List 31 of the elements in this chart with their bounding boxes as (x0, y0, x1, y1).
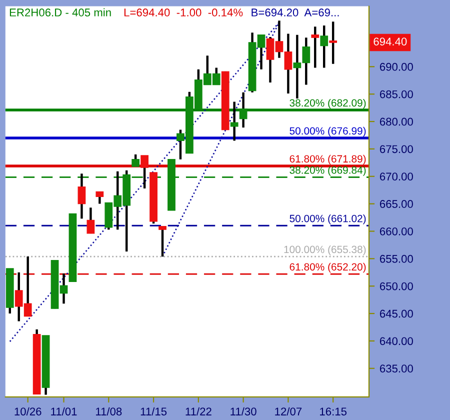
x-tick-label: 12/07 (275, 407, 302, 416)
ref-line-label: 61.80% (652.20) (290, 262, 366, 273)
ref-line-label: 100.00% (655.38) (284, 245, 366, 256)
ref-line-label: 50.00% (661.02) (290, 214, 366, 224)
y-tick-label: 645.00 (380, 310, 413, 318)
ref-line-label: 38.20% (669.84) (290, 166, 366, 176)
chart-subtitle: L=694.40 -1.00 -0.14% (124, 8, 243, 16)
x-tick-label: 11/30 (230, 407, 256, 416)
x-tick-label: 10/26 (14, 407, 42, 416)
text: 694.40 (374, 38, 407, 46)
y-tick-label: 655.00 (380, 254, 413, 263)
annotation: B=694.20 A=69... (252, 8, 339, 16)
y-tick-label: 640.00 (380, 337, 413, 346)
x-tick-label: 16:15 (320, 408, 347, 416)
y-tick-label: 660.00 (380, 227, 413, 236)
ref-line-label: 38.20% (682.09) (290, 98, 366, 109)
y-tick-label: 665.00 (380, 200, 413, 208)
y-tick-label: 685.00 (380, 90, 413, 98)
y-tick-label: 690.00 (380, 62, 413, 71)
x-tick-label: 11/22 (186, 407, 212, 416)
x-tick-label: 11/15 (140, 407, 167, 416)
chart-title: ER2H06.D - 405 min (10, 8, 111, 16)
y-tick-label: 650.00 (380, 282, 413, 290)
ref-line-label: 61.80% (671.89) (290, 154, 366, 165)
y-tick-label: 680.00 (380, 118, 413, 126)
y-tick-label: 635.00 (380, 364, 413, 373)
y-tick-label: 675.00 (380, 145, 413, 154)
ref-line-label: 50.00% (676.99) (290, 126, 366, 137)
x-tick-label: 11/08 (96, 407, 122, 416)
y-tick-label: 670.00 (380, 172, 413, 180)
x-tick-label: 11/01 (51, 407, 77, 416)
